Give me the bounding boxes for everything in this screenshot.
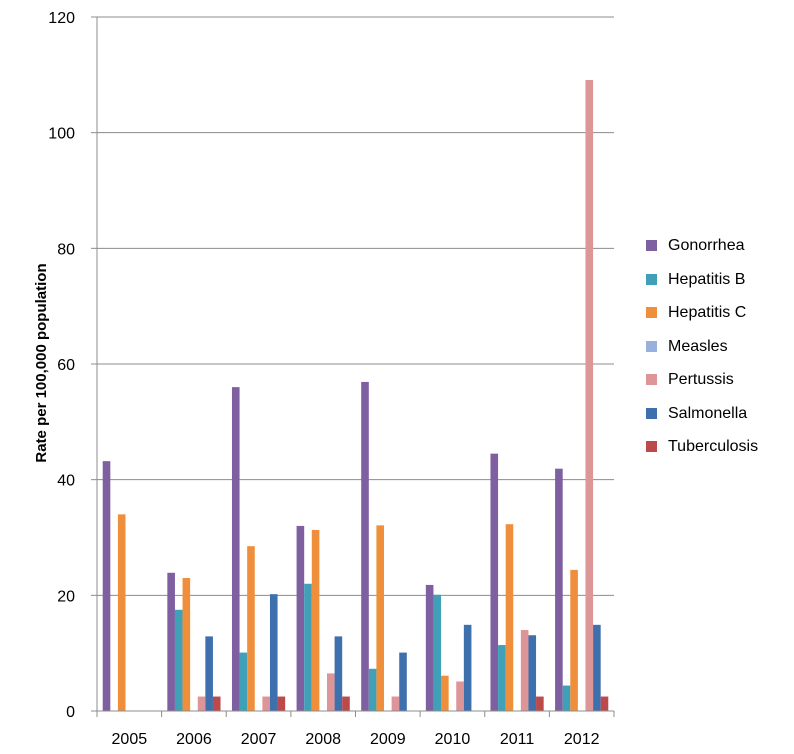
bar <box>570 569 578 711</box>
legend-label: Pertussis <box>668 371 734 388</box>
y-tick-label: 40 <box>57 473 75 490</box>
legend-item: Pertussis <box>646 370 794 404</box>
legend-swatch <box>646 441 657 452</box>
bar <box>342 696 350 711</box>
bar <box>376 525 385 711</box>
legend: Gonorrhea Hepatitis B Hepatitis C Measles Pe… <box>646 236 794 471</box>
legend-item: Hepatitis B <box>646 270 794 304</box>
bar <box>334 636 343 711</box>
bar <box>361 381 369 711</box>
bar <box>456 681 464 711</box>
gridlines <box>97 16 614 596</box>
y-tick-label: 80 <box>57 241 75 258</box>
legend-item: Gonorrhea <box>646 236 794 270</box>
bar <box>247 546 255 711</box>
bar <box>197 696 206 711</box>
bar <box>562 685 571 711</box>
y-tick-label: 120 <box>48 10 75 27</box>
x-tick-label: 2006 <box>176 731 212 748</box>
y-tick-label: 0 <box>66 704 75 721</box>
legend-item: Tuberculosis <box>646 437 794 471</box>
legend-label: Salmonella <box>668 404 748 422</box>
y-axis-label: Rate per 100,000 population <box>33 263 50 462</box>
bar <box>593 624 601 711</box>
bar <box>520 630 529 711</box>
legend-item: Measles <box>646 337 794 371</box>
bar <box>326 673 335 711</box>
legend-swatch <box>646 374 657 385</box>
bar <box>212 696 221 711</box>
bar <box>102 461 111 711</box>
legend-swatch <box>646 407 657 419</box>
legend-swatch <box>646 307 657 318</box>
bar <box>231 387 240 711</box>
bar <box>528 635 537 711</box>
bar <box>441 675 449 711</box>
y-tick-labels: 0 20 40 60 80 100 120 <box>48 10 75 721</box>
bar <box>262 696 270 711</box>
bar <box>399 652 407 711</box>
bar <box>498 645 506 711</box>
bar <box>269 594 278 711</box>
x-tick-label: 2007 <box>241 731 277 748</box>
bars <box>102 80 609 711</box>
x-tick-label: 2012 <box>564 731 600 748</box>
bar <box>555 468 563 711</box>
bar <box>205 636 213 711</box>
x-tick-label: 2005 <box>112 731 148 748</box>
y-tick-label: 60 <box>57 357 75 374</box>
bar <box>174 609 183 711</box>
legend-label: Gonorrhea <box>668 237 745 254</box>
bar <box>296 525 305 711</box>
legend-item: Hepatitis C <box>646 303 794 337</box>
legend-swatch <box>646 340 657 352</box>
legend-swatch <box>646 240 657 251</box>
bar <box>117 514 126 711</box>
legend-label: Hepatitis C <box>668 304 747 321</box>
bar <box>585 80 594 711</box>
bar <box>304 583 312 711</box>
y-tick-label: 20 <box>57 588 75 605</box>
bar <box>425 584 434 711</box>
bar <box>536 696 544 711</box>
axes <box>91 16 615 717</box>
legend-item: Salmonella <box>646 404 794 438</box>
bar <box>239 652 248 711</box>
x-tick-label: 2009 <box>370 731 406 748</box>
bar <box>368 668 377 711</box>
x-tick-label: 2011 <box>500 731 535 748</box>
x-tick-label: 2008 <box>305 731 341 748</box>
bar <box>490 453 499 711</box>
bar <box>167 572 175 711</box>
legend-label: Tuberculosis <box>668 438 759 455</box>
bar <box>311 529 320 711</box>
bar <box>182 577 191 711</box>
bar <box>277 696 286 711</box>
x-tick-label: 2010 <box>435 731 471 748</box>
y-tick-label: 100 <box>48 126 75 143</box>
x-tick-labels: 2005 2006 2007 2008 2009 2010 2011 2012 <box>112 731 600 748</box>
bar <box>600 696 609 711</box>
bar <box>505 524 514 711</box>
bar <box>433 594 442 711</box>
bar <box>391 696 400 711</box>
legend-label: Measles <box>668 337 728 355</box>
bar <box>463 624 472 711</box>
legend-swatch <box>646 273 657 285</box>
legend-label: Hepatitis B <box>668 270 746 288</box>
